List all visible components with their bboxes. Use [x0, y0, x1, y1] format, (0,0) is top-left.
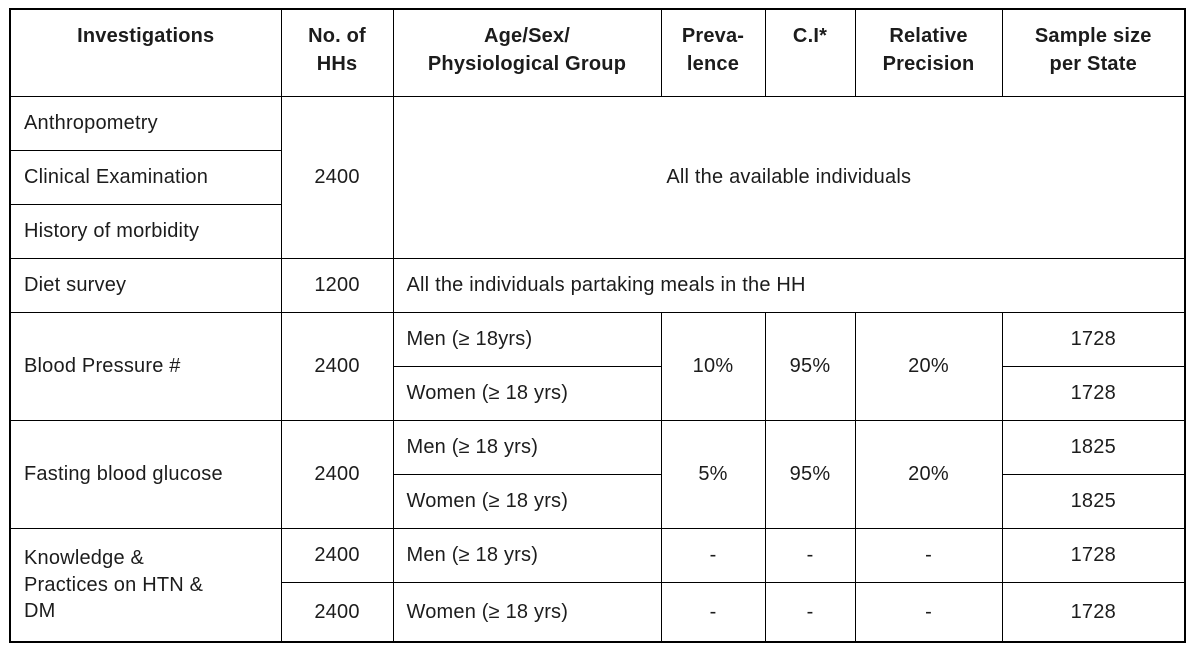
- cell-no-of-hhs: 2400: [280, 311, 394, 421]
- cell-note-partaking-meals: All the individuals partaking meals in t…: [392, 257, 1186, 313]
- cell-ci: 95%: [764, 419, 856, 529]
- cell-age-group-men: Men (≥ 18yrs): [392, 311, 662, 367]
- header-no-of-hhs: No. of HHs: [280, 8, 394, 97]
- cell-sample-size: 1728: [1001, 365, 1186, 421]
- cell-prevalence: -: [660, 581, 766, 643]
- cell-age-group-men: Men (≥ 18 yrs): [392, 419, 662, 475]
- cell-prevalence: 5%: [660, 419, 766, 529]
- table-row: Clinical Examination: [9, 149, 1185, 205]
- cell-no-of-hhs: 2400: [280, 527, 394, 583]
- cell-investigation-blood-pressure: Blood Pressure #: [9, 311, 282, 421]
- table-row: 2400 Women (≥ 18 yrs) - - - 1728: [10, 581, 1186, 643]
- cell-relative-precision: -: [854, 527, 1003, 583]
- cell-sample-size: 1728: [1001, 581, 1186, 643]
- cell-investigation-diet-survey: Diet survey: [9, 257, 282, 313]
- cell-no-of-hhs: 2400: [280, 95, 394, 259]
- cell-investigation-history-of-morbidity: History of morbidity: [9, 203, 282, 259]
- cell-sample-size: 1728: [1001, 311, 1186, 367]
- cell-no-of-hhs: 2400: [280, 581, 394, 643]
- header-row: Investigations No. of HHs Age/Sex/ Physi…: [9, 8, 1186, 97]
- header-prevalence: Preva- lence: [660, 8, 766, 97]
- table-row: Anthropometry 2400 All the available ind…: [9, 95, 1186, 259]
- header-investigations: Investigations: [9, 8, 282, 97]
- table-row: Fasting blood glucose 2400 Men (≥ 18 yrs…: [9, 419, 1186, 529]
- cell-investigation-knowledge-practices: Knowledge & Practices on HTN & DM: [9, 527, 282, 643]
- cell-investigation-fasting-blood-glucose: Fasting blood glucose: [9, 419, 282, 529]
- cell-no-of-hhs: 2400: [280, 419, 394, 529]
- cell-sample-size: 1728: [1001, 527, 1186, 583]
- cell-no-of-hhs: 1200: [280, 257, 394, 313]
- cell-relative-precision: 20%: [854, 311, 1003, 421]
- table-row: History of morbidity: [9, 203, 1185, 259]
- header-age-sex-group: Age/Sex/ Physiological Group: [392, 8, 662, 97]
- cell-sample-size: 1825: [1001, 419, 1186, 475]
- cell-age-group-women: Women (≥ 18 yrs): [392, 581, 662, 643]
- table-row: Blood Pressure # 2400 Men (≥ 18yrs) 10% …: [9, 311, 1186, 421]
- cell-age-group-women: Women (≥ 18 yrs): [392, 473, 662, 529]
- cell-investigation-clinical-examination: Clinical Examination: [9, 149, 282, 205]
- sampling-design-table: Investigations No. of HHs Age/Sex/ Physi…: [9, 8, 1186, 643]
- header-sample-size: Sample size per State: [1001, 8, 1186, 97]
- cell-age-group-men: Men (≥ 18 yrs): [392, 527, 662, 583]
- cell-ci: -: [764, 527, 856, 583]
- cell-relative-precision: 20%: [854, 419, 1003, 529]
- cell-prevalence: -: [660, 527, 766, 583]
- table-row: Diet survey 1200 All the individuals par…: [9, 257, 1186, 313]
- cell-prevalence: 10%: [660, 311, 766, 421]
- cell-relative-precision: -: [854, 581, 1003, 643]
- cell-note-all-available: All the available individuals: [392, 95, 1186, 259]
- cell-sample-size: 1825: [1001, 473, 1186, 529]
- cell-investigation-anthropometry: Anthropometry: [9, 95, 282, 151]
- cell-age-group-women: Women (≥ 18 yrs): [392, 365, 662, 421]
- table-row: Knowledge & Practices on HTN & DM 2400 M…: [9, 527, 1186, 643]
- cell-ci: 95%: [764, 311, 856, 421]
- header-ci: C.I*: [764, 8, 856, 97]
- header-relative-precision: Relative Precision: [854, 8, 1003, 97]
- table-row: Women (≥ 18 yrs) 1825: [10, 473, 1186, 529]
- cell-ci: -: [764, 581, 856, 643]
